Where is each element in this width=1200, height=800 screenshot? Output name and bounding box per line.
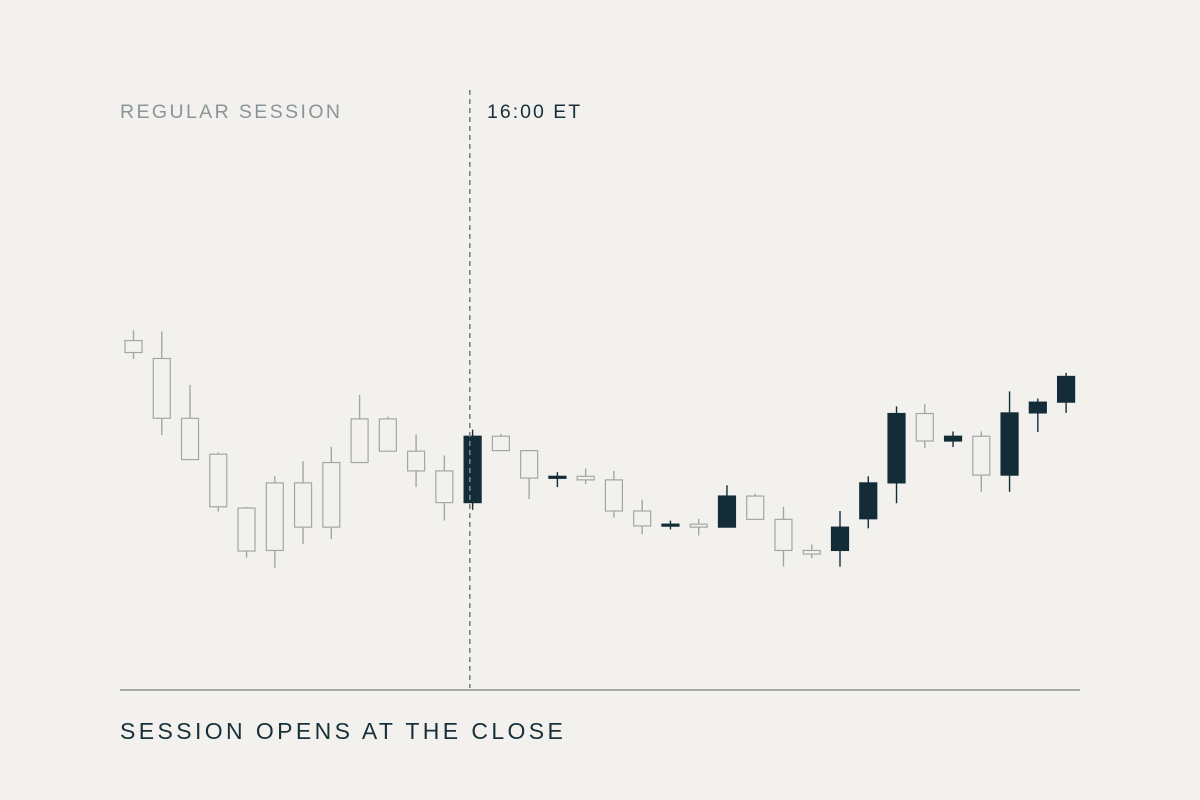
- candle-body: [322, 461, 341, 528]
- candle-body: [1028, 401, 1047, 414]
- candles-group: [124, 330, 1076, 568]
- candle-body: [943, 435, 963, 442]
- candle-body: [407, 450, 426, 472]
- candle-body: [604, 479, 624, 512]
- candle-body: [237, 507, 256, 552]
- candle-body: [689, 523, 708, 528]
- candle-body: [830, 526, 850, 552]
- candle-body: [717, 495, 737, 528]
- candle-body: [209, 453, 228, 508]
- candle-body: [774, 518, 793, 552]
- candle-body: [661, 523, 680, 527]
- candle-body: [972, 435, 991, 476]
- regular-session-label: REGULAR SESSION: [120, 101, 343, 123]
- candle-body: [746, 495, 765, 520]
- candle-body: [152, 357, 171, 419]
- candle-body: [350, 418, 369, 464]
- candle-body: [915, 412, 934, 442]
- candle-body: [265, 482, 284, 552]
- candle-body: [802, 549, 821, 555]
- candle-body: [520, 449, 539, 479]
- candle-body: [124, 339, 143, 354]
- candle-body: [576, 475, 595, 481]
- candle-body: [1000, 412, 1019, 476]
- candle-body: [887, 412, 906, 484]
- candle-body: [378, 418, 397, 452]
- candle-body: [1056, 375, 1076, 403]
- candle-body: [463, 435, 482, 504]
- chart-caption: SESSION OPENS AT THE CLOSE: [120, 718, 567, 744]
- candle-body: [180, 417, 200, 461]
- candle-body: [491, 435, 510, 452]
- candle-body: [859, 482, 878, 520]
- candle-body: [293, 482, 313, 528]
- candle-body: [435, 470, 454, 504]
- candle-body: [633, 510, 652, 527]
- candle-body: [548, 475, 567, 479]
- close-time-label: 16:00 ET: [487, 101, 583, 123]
